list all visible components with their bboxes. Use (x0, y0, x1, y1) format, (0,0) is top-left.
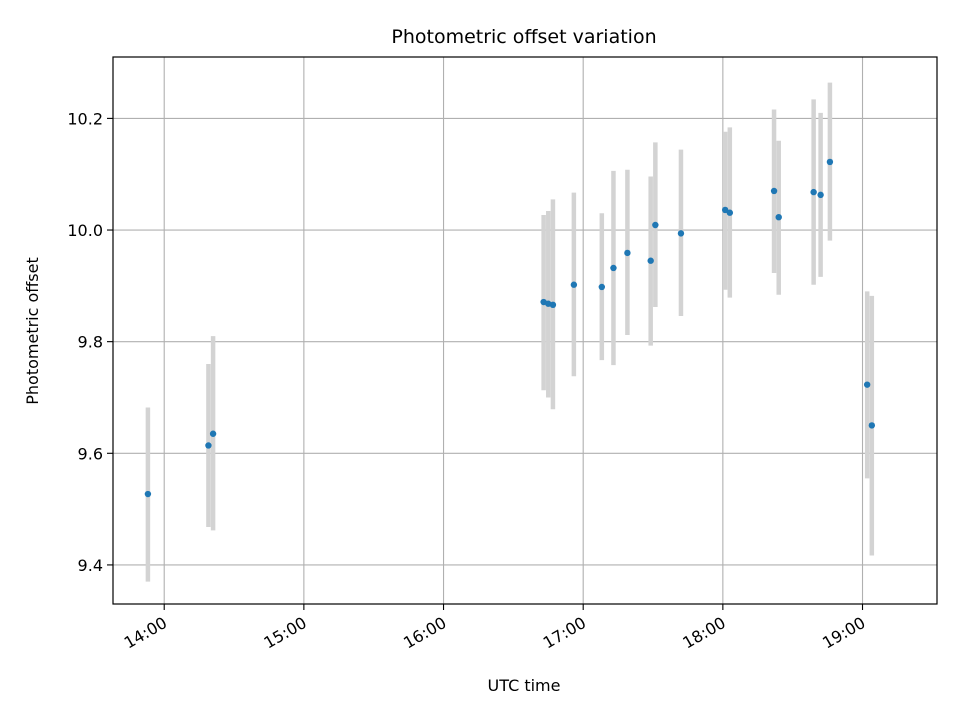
y-tick-label: 9.4 (78, 556, 103, 575)
data-point (652, 221, 659, 229)
data-point (826, 158, 834, 166)
data-point (721, 206, 729, 214)
data-point (817, 191, 824, 199)
data-point (144, 490, 152, 498)
y-tick-label: 10.2 (67, 109, 103, 128)
data-point (868, 422, 876, 429)
y-tick-label: 9.6 (78, 444, 103, 463)
data-point (205, 442, 212, 449)
point-layer (144, 158, 876, 498)
data-point (549, 301, 557, 309)
data-point (726, 209, 734, 216)
data-point (677, 230, 685, 237)
data-point (647, 257, 654, 264)
y-axis-ticks: 9.4 9.6 9.8 10.0 10.2 (67, 109, 113, 575)
y-tick-label: 10.0 (67, 221, 103, 240)
data-point (775, 213, 782, 221)
data-point (624, 249, 631, 257)
data-point (770, 187, 778, 195)
data-point (598, 283, 606, 291)
y-tick-label: 9.8 (78, 333, 103, 352)
data-point (863, 381, 871, 388)
data-point (570, 281, 578, 288)
y-axis-label: Photometric offset (23, 257, 42, 405)
x-axis-label: UTC time (488, 676, 561, 695)
data-point (810, 188, 817, 196)
data-point (209, 430, 217, 437)
chart-title: Photometric offset variation (391, 26, 656, 48)
data-point (610, 264, 617, 272)
plot-frame (112, 56, 938, 605)
grid-layer (113, 57, 937, 604)
